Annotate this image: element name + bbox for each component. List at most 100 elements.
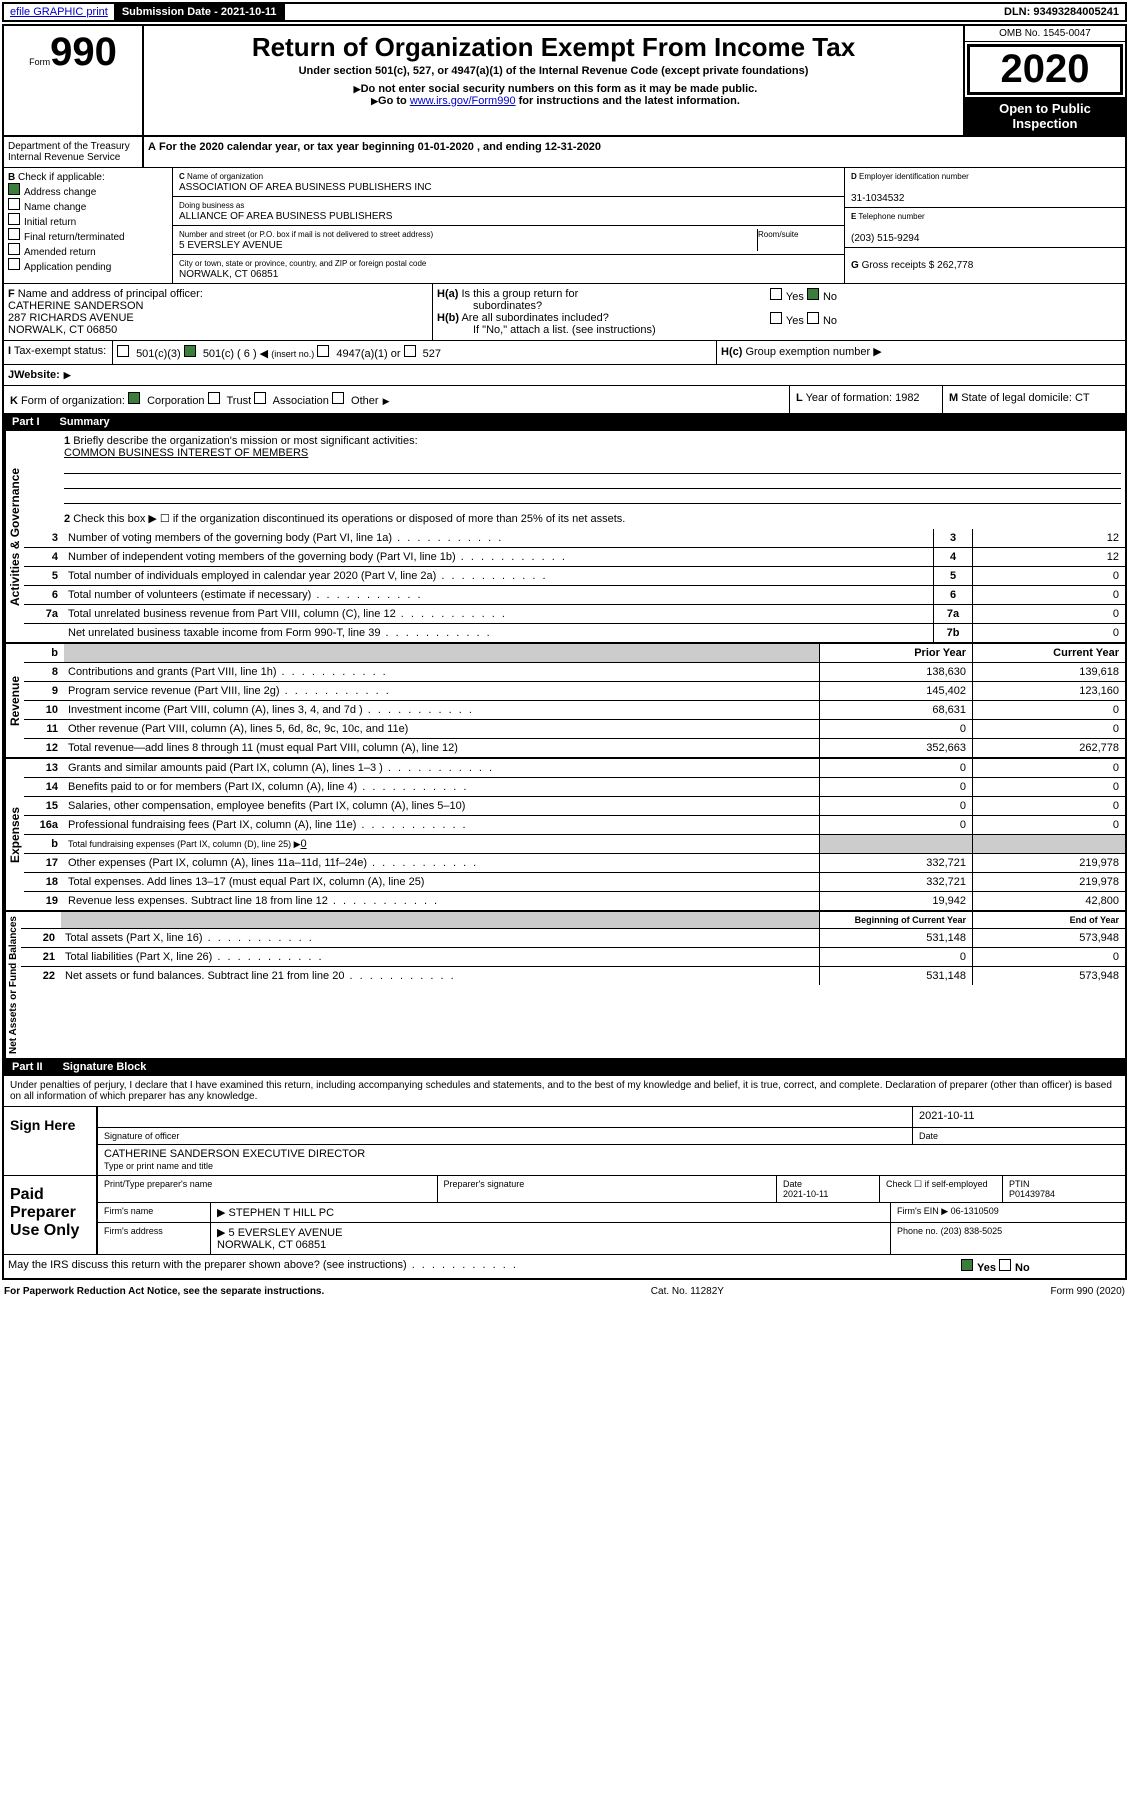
chk-final[interactable] [8, 228, 20, 240]
p11: 0 [819, 720, 972, 738]
foot-left: For Paperwork Reduction Act Notice, see … [4, 1286, 324, 1297]
officer-name: CATHERINE SANDERSON [8, 300, 143, 312]
tax-status-lbl: Tax-exempt status: [14, 345, 106, 357]
sect-expenses: Expenses [4, 759, 24, 910]
c15: 0 [972, 797, 1125, 815]
l17: Other expenses (Part IX, column (A), lin… [68, 857, 367, 869]
prep-date: 2021-10-11 [783, 1189, 828, 1199]
v4: 12 [972, 548, 1125, 566]
l20: Total assets (Part X, line 16) [65, 932, 203, 944]
chk-501c3[interactable] [117, 345, 129, 357]
firm-addr: 5 EVERSLEY AVENUE [229, 1227, 343, 1239]
p20: 531,148 [819, 929, 972, 947]
l8: Contributions and grants (Part VIII, lin… [68, 666, 277, 678]
chk-other[interactable] [332, 392, 344, 404]
chk-pending[interactable] [8, 258, 20, 270]
c13: 0 [972, 759, 1125, 777]
discuss-no[interactable] [999, 1259, 1011, 1271]
p13: 0 [819, 759, 972, 777]
year-box: OMB No. 1545-0047 2020 Open to PublicIns… [965, 26, 1125, 135]
col-b: B Check if applicable: Address change Na… [4, 168, 173, 283]
l19: Revenue less expenses. Subtract line 18 … [68, 895, 328, 907]
hb-no[interactable] [807, 312, 819, 324]
chk-527[interactable] [404, 345, 416, 357]
sect-revenue: Revenue [4, 644, 24, 757]
mission: COMMON BUSINESS INTEREST OF MEMBERS [64, 447, 308, 459]
part1-hdr: Part ISummary [4, 413, 1125, 431]
p9: 145,402 [819, 682, 972, 700]
website-lbl: Website: [14, 369, 71, 381]
p8: 138,630 [819, 663, 972, 681]
chk-assoc[interactable] [254, 392, 266, 404]
hc: Group exemption number [745, 346, 870, 358]
gross: 262,778 [937, 260, 973, 271]
street: 5 EVERSLEY AVENUE [179, 240, 283, 251]
chk-4947[interactable] [317, 345, 329, 357]
ha-no[interactable] [807, 288, 819, 300]
city: NORWALK, CT 06851 [179, 269, 278, 280]
p15: 0 [819, 797, 972, 815]
chk-trust[interactable] [208, 392, 220, 404]
b-hdr: Check if applicable: [18, 172, 105, 183]
form-word: Form [29, 57, 50, 67]
tax-year: 2020 [967, 44, 1123, 95]
irs-link[interactable]: www.irs.gov/Form990 [410, 95, 516, 107]
hb-yes[interactable] [770, 312, 782, 324]
form-number: 990 [50, 30, 117, 74]
dba-lbl: Doing business as [179, 201, 244, 210]
c14: 0 [972, 778, 1125, 796]
chk-corp[interactable] [128, 392, 140, 404]
ptin: P01439784 [1009, 1189, 1055, 1199]
chk-amended[interactable] [8, 243, 20, 255]
chk-501c[interactable] [184, 345, 196, 357]
l-val: 1982 [895, 392, 919, 404]
submission-date: Submission Date - 2021-10-11 [116, 4, 285, 20]
addr-lbl: Number and street (or P.O. box if mail i… [179, 230, 433, 239]
l14: Benefits paid to or for members (Part IX… [68, 781, 357, 793]
line-a: For the 2020 calendar year, or tax year … [159, 141, 601, 153]
sig-name: CATHERINE SANDERSON EXECUTIVE DIRECTOR [104, 1148, 365, 1160]
discuss-yes[interactable] [961, 1259, 973, 1271]
phone-lbl: Telephone number [858, 212, 924, 221]
sign-here: Sign Here [4, 1107, 96, 1175]
l9: Program service revenue (Part VIII, line… [68, 685, 280, 697]
officer-city: NORWALK, CT 06850 [8, 324, 117, 336]
date-lbl: Date [919, 1131, 938, 1141]
c21: 0 [972, 948, 1125, 966]
p22: 531,148 [819, 967, 972, 985]
omb: OMB No. 1545-0047 [965, 26, 1125, 42]
p14: 0 [819, 778, 972, 796]
c19: 42,800 [972, 892, 1125, 910]
firm-phone: (203) 838-5025 [941, 1226, 1003, 1236]
irs-dept: Department of the TreasuryInternal Reven… [4, 137, 144, 167]
l4: Number of independent voting members of … [68, 551, 456, 563]
room-lbl: Room/suite [758, 230, 798, 239]
self-emp: Check ☐ if self-employed [886, 1179, 988, 1189]
l7b: Net unrelated business taxable income fr… [68, 627, 380, 639]
form-title: Return of Organization Exempt From Incom… [148, 32, 959, 63]
col-end: End of Year [972, 912, 1125, 928]
v7a: 0 [972, 605, 1125, 623]
efile-link[interactable]: efile GRAPHIC print [10, 6, 108, 18]
l21: Total liabilities (Part X, line 26) [65, 951, 212, 963]
ha-yes[interactable] [770, 288, 782, 300]
firm-ein: 06-1310509 [951, 1206, 999, 1216]
c10: 0 [972, 701, 1125, 719]
l18: Total expenses. Add lines 13–17 (must eq… [68, 876, 424, 888]
chk-address-change[interactable] [8, 183, 20, 195]
form-title-box: Return of Organization Exempt From Incom… [144, 26, 965, 135]
l16b: Total fundraising expenses (Part IX, col… [68, 839, 301, 849]
c-name-lbl: Name of organization [187, 172, 263, 181]
subtitle-2: Do not enter social security numbers on … [361, 83, 758, 95]
p16a: 0 [819, 816, 972, 834]
chk-name-change[interactable] [8, 198, 20, 210]
col-curr: Current Year [972, 644, 1125, 662]
gross-lbl: Gross receipts $ [862, 260, 935, 271]
c16a: 0 [972, 816, 1125, 834]
l7a: Total unrelated business revenue from Pa… [68, 608, 396, 620]
chk-initial[interactable] [8, 213, 20, 225]
v5: 0 [972, 567, 1125, 585]
org-name: ASSOCIATION OF AREA BUSINESS PUBLISHERS … [179, 182, 432, 193]
l16bv: 0 [301, 838, 307, 850]
l10: Investment income (Part VIII, column (A)… [68, 704, 363, 716]
